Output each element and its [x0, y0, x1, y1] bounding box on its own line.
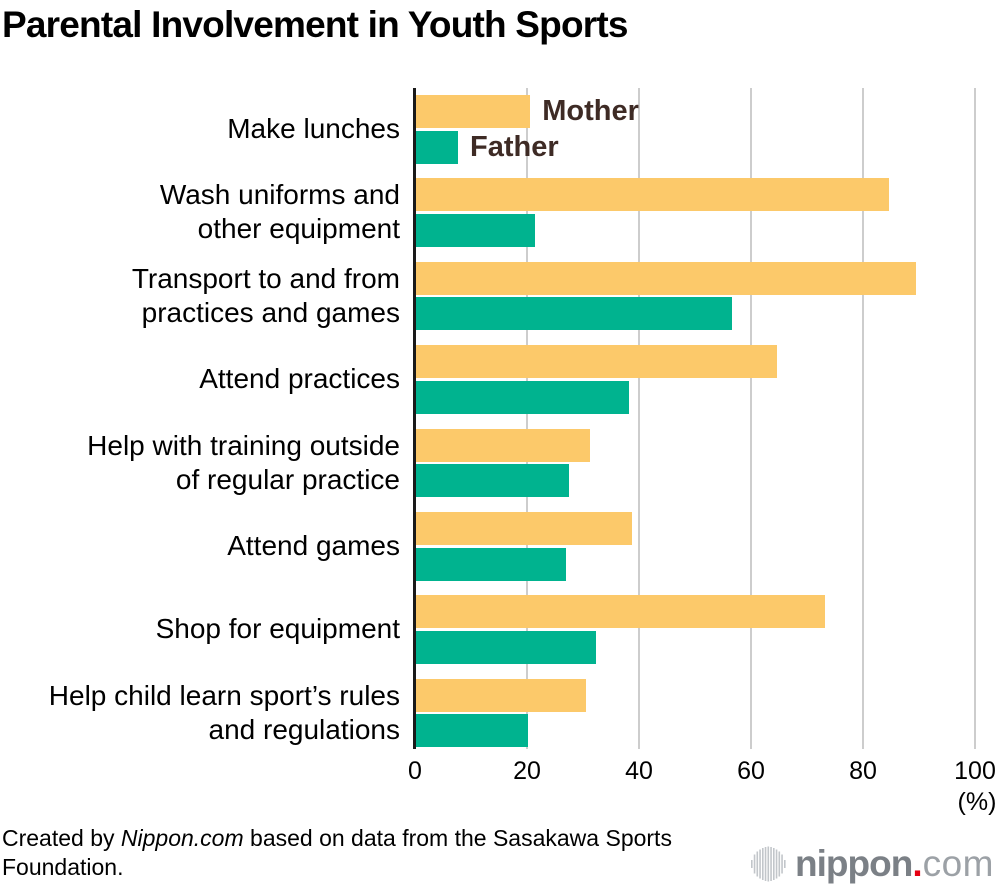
x-tick-label: 0 — [408, 757, 422, 785]
gridline-80 — [862, 88, 864, 749]
mother-bar — [416, 261, 917, 295]
category-label: Make lunches — [0, 95, 400, 163]
mother-bar — [416, 345, 778, 379]
father-bar — [416, 380, 629, 414]
gridline-100 — [974, 88, 976, 749]
father-bar — [416, 297, 733, 331]
x-tick-label: 20 — [513, 757, 541, 785]
footer-credit: Created by Nippon.com based on data from… — [2, 824, 702, 882]
x-tick-label: 100 — [954, 757, 996, 785]
category-label-line: other equipment — [197, 213, 400, 245]
category-label-line: Shop for equipment — [155, 613, 400, 645]
nippon-logo: nippon. com — [751, 843, 994, 885]
y-axis-line — [413, 88, 416, 749]
logo-tld-text: com — [922, 843, 994, 884]
category-label: Help child learn sport’s rules and regula… — [0, 679, 400, 747]
logo-dot: . — [912, 843, 923, 884]
category-label-line: of regular practice — [175, 463, 400, 495]
father-bar — [416, 464, 570, 498]
mother-bar — [416, 428, 590, 462]
soundwave-icon — [751, 846, 786, 882]
mother-bar — [416, 178, 890, 212]
mother-bar — [416, 595, 825, 629]
mother-bar — [416, 512, 632, 545]
father-bar — [416, 130, 458, 164]
category-label: Transport to and from practices and games — [0, 262, 400, 330]
gridline-60 — [750, 88, 752, 749]
footer-credit-source: Nippon.com — [120, 825, 244, 851]
category-label: Wash uniforms and other equipment — [0, 178, 400, 246]
mother-bar — [416, 678, 587, 712]
category-label-line: and regulations — [208, 713, 400, 745]
father-bar — [416, 213, 535, 247]
category-label-line: Transport to and from — [131, 262, 400, 294]
father-bar — [416, 630, 596, 664]
x-tick-label: 60 — [737, 757, 765, 785]
logo-name-text: nippon — [795, 843, 913, 884]
footer-credit-suffix: based on data from the Sasakawa Sports F… — [2, 825, 672, 880]
category-label: Shop for equipment — [0, 595, 400, 663]
footer-credit-prefix: Created by — [2, 825, 121, 851]
category-label: Attend games — [0, 512, 400, 580]
chart-title: Parental Involvement in Youth Sports — [2, 4, 628, 45]
gridline-40 — [638, 88, 640, 749]
x-tick-label: 40 — [625, 757, 653, 785]
percent-unit-label: (%) — [957, 788, 997, 816]
category-label: Help with training outside of regular pra… — [0, 429, 400, 497]
legend-mother-label: Mother — [542, 95, 639, 127]
category-label-line: Attend games — [227, 530, 400, 561]
gridline-20 — [526, 88, 528, 749]
mother-bar — [416, 95, 531, 128]
category-label-line: Help child learn sport’s rules — [48, 679, 400, 711]
category-label-line: Wash uniforms and — [159, 179, 400, 211]
father-bar — [416, 714, 528, 748]
legend-father-label: Father — [470, 130, 559, 163]
category-label-line: Attend practices — [199, 363, 400, 395]
category-label-line: Help with training outside — [87, 429, 400, 461]
x-tick-label: 80 — [849, 757, 877, 785]
category-label-line: practices and games — [141, 296, 400, 328]
category-label: Attend practices — [0, 345, 400, 413]
father-bar — [416, 547, 566, 581]
category-label-line: Make lunches — [227, 113, 400, 144]
